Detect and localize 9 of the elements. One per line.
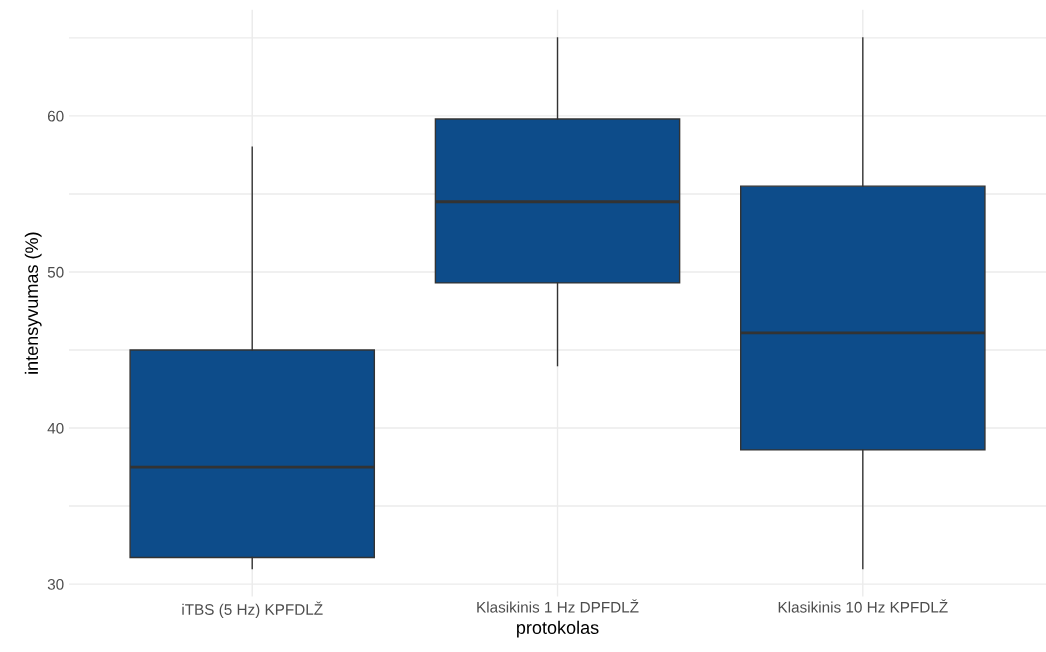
y-tick-label: 30 <box>47 578 64 590</box>
x-axis-title: protokolas <box>517 620 599 638</box>
x-tick-label: iTBS (5 Hz) KPFDLŽ <box>182 601 323 618</box>
y-tick-label: 60 <box>47 110 64 122</box>
y-axis-title: intensyvumas (%) <box>24 232 42 374</box>
y-tick-label: 40 <box>47 422 64 434</box>
y-tick-label: 50 <box>47 266 64 278</box>
x-tick-label: Klasikinis 1 Hz DPFDLŽ <box>477 599 639 613</box>
x-tick-label: Klasikinis 10 Hz KPFDLŽ <box>778 599 948 613</box>
